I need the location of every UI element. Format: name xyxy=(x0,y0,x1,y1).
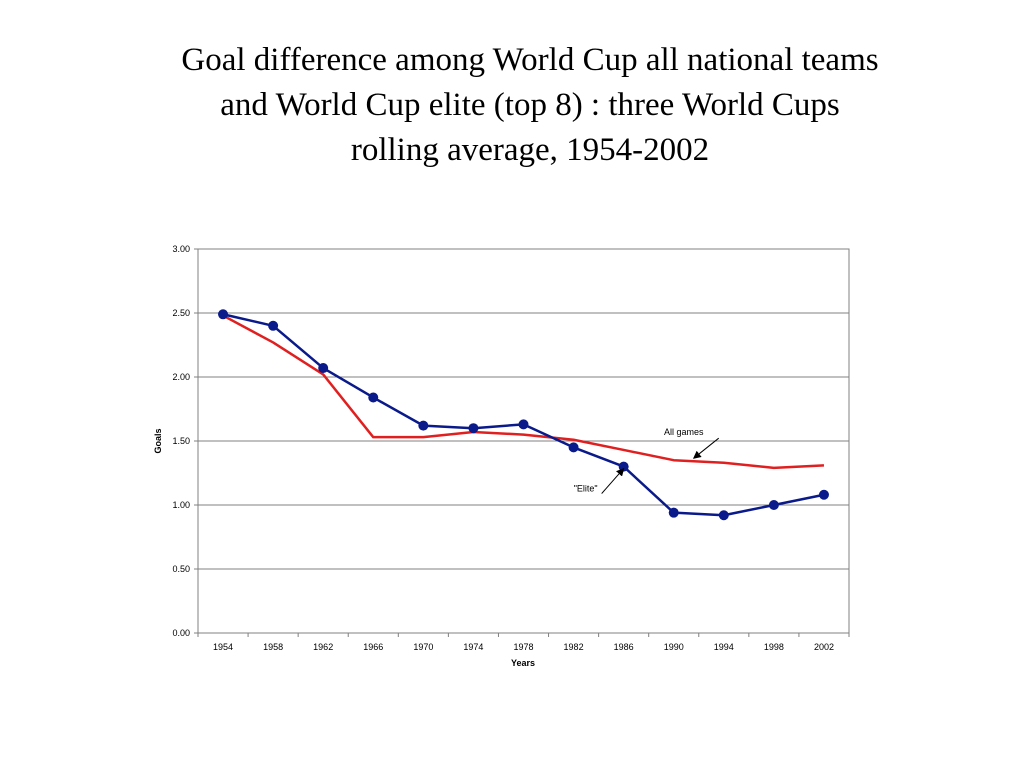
title-line-2: and World Cup elite (top 8) : three Worl… xyxy=(220,87,840,123)
x-tick-label: 1990 xyxy=(664,642,684,652)
data-point xyxy=(818,489,829,500)
x-axis-ticks: 1954 1958 1962 1966 1970 1974 1978 1982 1986 1990… xyxy=(197,633,850,652)
data-point xyxy=(418,420,429,431)
y-tick-label: 2.00 xyxy=(172,372,190,382)
annotation-arrow xyxy=(692,437,720,459)
annotation-label: "Elite" xyxy=(574,484,598,494)
x-tick-label: 1986 xyxy=(614,642,634,652)
y-axis-ticks: 0.00 0.50 1.00 1.50 2.00 2.50 3.00 xyxy=(172,244,198,638)
data-point xyxy=(368,392,379,403)
x-tick-label: 1958 xyxy=(263,642,283,652)
y-tick-label: 1.00 xyxy=(172,500,190,510)
title-line-1: Goal difference among World Cup all nati… xyxy=(181,42,879,78)
data-point xyxy=(618,461,629,472)
data-point xyxy=(568,442,579,453)
data-point xyxy=(768,500,779,510)
data-point xyxy=(718,510,729,521)
x-tick-label: 1970 xyxy=(413,642,433,652)
y-tick-label: 3.00 xyxy=(172,244,190,254)
y-tick-label: 0.50 xyxy=(172,564,190,574)
x-tick-label: 2002 xyxy=(814,642,834,652)
x-tick-label: 1974 xyxy=(463,642,483,652)
x-tick-label: 1982 xyxy=(564,642,584,652)
x-tick-label: 1978 xyxy=(513,642,533,652)
title-line-3: rolling average, 1954-2002 xyxy=(350,132,710,168)
y-axis-label: Goals xyxy=(153,428,163,453)
x-tick-label: 1994 xyxy=(714,642,734,652)
slide-title: Goal difference among World Cup all nati… xyxy=(80,38,980,173)
annotation-arrow xyxy=(601,467,625,494)
x-axis-label: Years xyxy=(511,658,535,668)
data-point xyxy=(268,320,279,331)
y-tick-label: 0.00 xyxy=(172,628,190,638)
data-point xyxy=(468,423,479,434)
y-tick-label: 1.50 xyxy=(172,436,190,446)
data-point xyxy=(668,507,679,518)
data-point xyxy=(518,419,529,430)
x-tick-label: 1962 xyxy=(313,642,333,652)
y-tick-label: 2.50 xyxy=(172,308,190,318)
data-point xyxy=(218,309,229,320)
x-tick-label: 1966 xyxy=(363,642,383,652)
x-tick-label: 1998 xyxy=(764,642,784,652)
series-line-0 xyxy=(222,314,825,470)
annotations: All games "Elite" xyxy=(574,427,720,494)
data-point xyxy=(318,363,329,374)
annotation-label: All games xyxy=(664,427,704,437)
gridlines xyxy=(198,312,849,570)
x-tick-label: 1954 xyxy=(213,642,233,652)
series-group xyxy=(218,309,829,521)
